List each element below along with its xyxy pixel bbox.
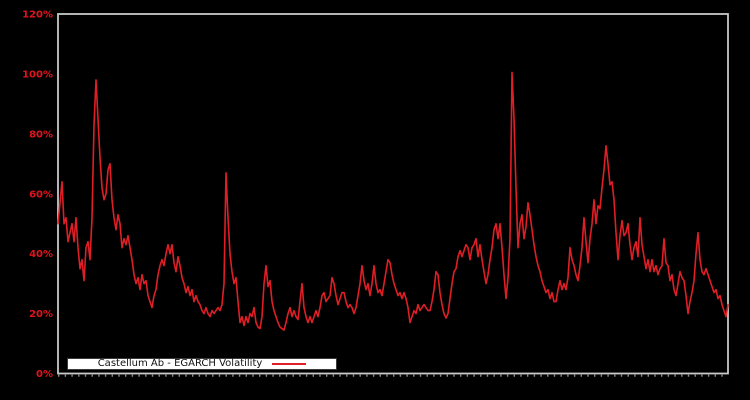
y-axis-tick-label: 0%: [36, 369, 53, 380]
legend-line-sample-icon: [272, 362, 307, 365]
plot-border: [57, 13, 729, 375]
y-axis-tick-label: 120%: [22, 10, 53, 21]
y-axis-tick-label: 20%: [29, 309, 53, 320]
y-axis-tick-label: 40%: [29, 249, 53, 260]
legend-label: Castellum Ab - EGARCH Volatility: [97, 357, 263, 369]
y-axis: 0% 20% 40% 60% 80% 100% 120%: [22, 10, 53, 381]
y-axis-tick-label: 60%: [29, 189, 53, 200]
legend: Castellum Ab - EGARCH Volatility: [67, 357, 337, 370]
y-axis-tick-label: 80%: [29, 129, 53, 140]
volatility-series-line: [57, 71, 729, 331]
y-axis-tick-label: 100%: [22, 69, 53, 80]
